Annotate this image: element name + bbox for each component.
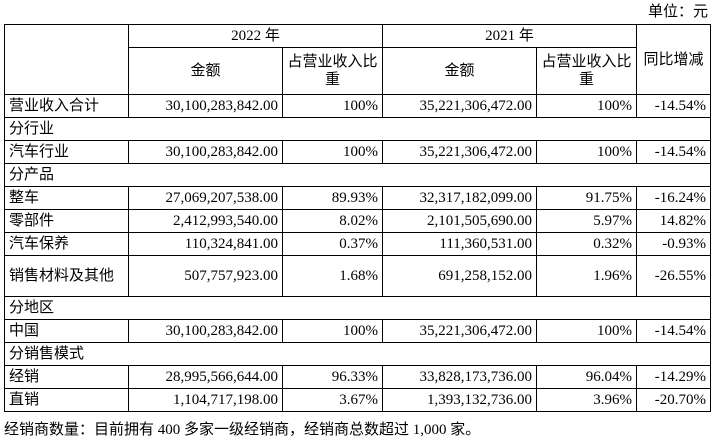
table-row-china: 中国 30,100,283,842.00 100% 35,221,306,472… (4, 319, 712, 343)
row-label: 整车 (4, 186, 129, 210)
table-row-maintenance: 汽车保养 110,324,841.00 0.37% 111,360,531.00… (4, 232, 712, 256)
share-2021: 91.75% (536, 186, 638, 210)
header-share-2021: 占营业收入比重 (536, 47, 638, 95)
share-2021: 5.97% (536, 209, 638, 233)
section-label: 分行业 (3, 117, 712, 141)
header-row-columns: 金额 占营业收入比重 金额 占营业收入比重 (5, 47, 711, 95)
share-2022: 8.02% (281, 209, 384, 233)
change: -14.54% (636, 140, 712, 164)
share-2021: 100% (536, 319, 638, 343)
change: -0.93% (636, 232, 712, 256)
section-row-by-sales-mode: 分销售模式 (3, 342, 712, 366)
row-label: 零部件 (4, 209, 129, 233)
table-row-materials-other: 销售材料及其他 507,757,923.00 1.68% 691,258,152… (4, 255, 712, 297)
section-label: 分地区 (3, 296, 712, 320)
unit-label: 单位：元 (647, 4, 708, 20)
change: -14.54% (636, 94, 712, 118)
amount-2022: 30,100,283,842.00 (128, 140, 283, 164)
share-2022: 1.68% (281, 255, 384, 297)
amount-2021: 35,221,306,472.00 (382, 94, 538, 118)
share-2022: 89.93% (281, 186, 384, 210)
section-row-by-region: 分地区 (3, 296, 712, 320)
table-row-vehicles: 整车 27,069,207,538.00 89.93% 32,317,182,0… (4, 186, 712, 210)
amount-2021: 111,360,531.00 (382, 232, 538, 256)
header-row-years: 2022 年 2021 年 同比增减 (4, 24, 712, 95)
change: 14.82% (636, 209, 712, 233)
share-2022: 100% (281, 319, 384, 343)
table-row-total-revenue: 营业收入合计 30,100,283,842.00 100% 35,221,306… (4, 94, 712, 118)
row-label: 销售材料及其他 (4, 255, 129, 297)
amount-2021: 35,221,306,472.00 (382, 319, 538, 343)
section-row-by-product: 分产品 (3, 163, 712, 187)
header-year-2022: 2022 年 (127, 24, 384, 48)
change: -14.54% (636, 319, 712, 343)
amount-2022: 27,069,207,538.00 (128, 186, 283, 210)
section-label: 分产品 (3, 163, 712, 187)
row-label: 中国 (4, 319, 129, 343)
amount-2022: 30,100,283,842.00 (128, 319, 283, 343)
row-label: 经销 (4, 365, 129, 389)
amount-2021: 32,317,182,099.00 (382, 186, 538, 210)
header-amount-2021: 金额 (382, 47, 538, 95)
amount-2022: 30,100,283,842.00 (128, 94, 283, 118)
revenue-composition-table: 2022 年 2021 年 同比增减 金额 占营业收入比重 金额 占营业收入比重… (3, 24, 712, 412)
header-year-2021: 2021 年 (382, 24, 638, 48)
table-row-parts: 零部件 2,412,993,540.00 8.02% 2,101,505,690… (4, 209, 712, 233)
header-amount-2022: 金额 (128, 47, 283, 95)
header-change: 同比增减 (636, 24, 712, 95)
amount-2021: 2,101,505,690.00 (382, 209, 538, 233)
share-2021: 100% (536, 140, 638, 164)
share-2022: 0.37% (281, 232, 384, 256)
change: -14.29% (636, 365, 712, 389)
share-2021: 100% (536, 94, 638, 118)
row-label: 营业收入合计 (4, 94, 129, 118)
row-label: 直销 (4, 388, 129, 412)
change: -26.55% (636, 255, 712, 297)
section-label: 分销售模式 (3, 342, 712, 366)
share-2022: 96.33% (281, 365, 384, 389)
dealer-count-footnote: 经销商数量：目前拥有 400 多家一级经销商，经销商总数超过 1,000 家。 (4, 422, 481, 438)
table-row-distribution: 经销 28,995,566,644.00 96.33% 33,828,173,7… (4, 365, 712, 389)
share-2021: 3.96% (536, 388, 638, 412)
share-2022: 100% (281, 94, 384, 118)
amount-2022: 28,995,566,644.00 (128, 365, 283, 389)
amount-2022: 1,104,717,198.00 (128, 388, 283, 412)
row-label: 汽车保养 (4, 232, 129, 256)
share-2021: 0.32% (536, 232, 638, 256)
amount-2022: 507,757,923.00 (128, 255, 283, 297)
amount-2021: 1,393,132,736.00 (382, 388, 538, 412)
share-2022: 3.67% (281, 388, 384, 412)
amount-2021: 35,221,306,472.00 (382, 140, 538, 164)
section-row-by-industry: 分行业 (3, 117, 712, 141)
table-row-auto-industry: 汽车行业 30,100,283,842.00 100% 35,221,306,4… (4, 140, 712, 164)
change: -20.70% (636, 388, 712, 412)
header-share-2022: 占营业收入比重 (281, 47, 384, 95)
amount-2022: 2,412,993,540.00 (128, 209, 283, 233)
share-2021: 96.04% (536, 365, 638, 389)
amount-2022: 110,324,841.00 (128, 232, 283, 256)
header-blank-cell (4, 24, 129, 95)
amount-2021: 691,258,152.00 (382, 255, 538, 297)
row-label: 汽车行业 (4, 140, 129, 164)
table-row-direct-sales: 直销 1,104,717,198.00 3.67% 1,393,132,736.… (4, 388, 712, 412)
share-2022: 100% (281, 140, 384, 164)
share-2021: 1.96% (536, 255, 638, 297)
amount-2021: 33,828,173,736.00 (382, 365, 538, 389)
change: -16.24% (636, 186, 712, 210)
